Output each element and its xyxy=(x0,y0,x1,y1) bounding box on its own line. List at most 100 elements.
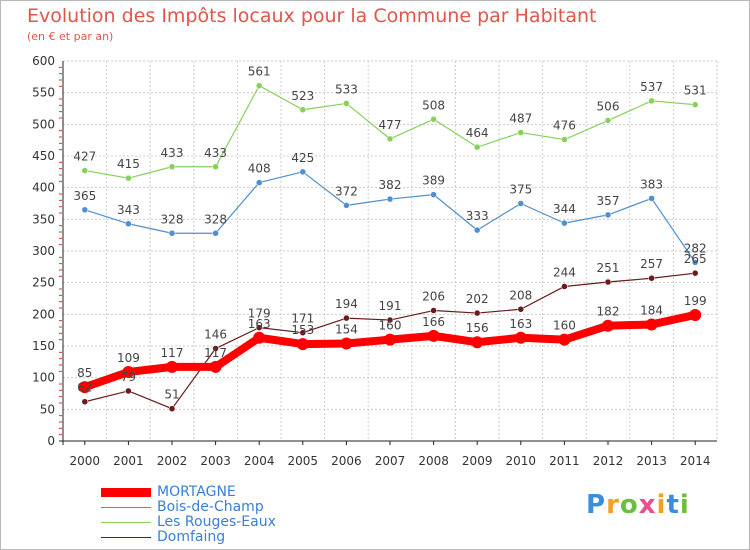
data-label: 166 xyxy=(422,315,445,329)
legend-swatch xyxy=(101,522,151,523)
data-point xyxy=(386,316,394,324)
data-label: 117 xyxy=(161,346,184,360)
data-point xyxy=(602,319,614,332)
x-tick-label: 2013 xyxy=(636,454,667,468)
x-tick-label: 2014 xyxy=(680,454,711,468)
data-label: 415 xyxy=(117,157,140,171)
data-label: 506 xyxy=(597,100,620,114)
legend-swatch xyxy=(101,507,151,508)
chart-subtitle: (en € et par an) xyxy=(27,30,114,43)
x-tick-label: 2010 xyxy=(506,454,537,468)
logo-letter: t xyxy=(666,490,680,520)
data-label: 382 xyxy=(379,178,402,192)
data-point xyxy=(558,333,571,346)
data-point xyxy=(604,278,612,286)
data-point xyxy=(125,220,132,228)
data-point xyxy=(168,163,176,171)
data-point xyxy=(473,226,481,234)
data-point xyxy=(648,274,655,282)
data-label: 171 xyxy=(291,312,314,326)
legend-item: Les Rouges-Eaux xyxy=(101,514,341,530)
data-point xyxy=(81,206,89,214)
data-point xyxy=(299,168,307,176)
logo-letter: o xyxy=(619,490,639,520)
data-point xyxy=(561,136,568,143)
data-label: 537 xyxy=(640,80,663,94)
data-label: 372 xyxy=(335,184,358,198)
data-label: 62 xyxy=(77,381,92,395)
legend-label: Domfaing xyxy=(157,529,226,545)
x-tick-label: 2009 xyxy=(462,454,493,468)
x-tick-label: 2005 xyxy=(288,454,319,468)
y-tick-label: 250 xyxy=(32,276,55,290)
legend-label: Les Rouges-Eaux xyxy=(157,514,276,530)
data-label: 79 xyxy=(121,370,136,384)
x-tick-label: 2007 xyxy=(375,454,406,468)
logo-letter: P xyxy=(586,490,607,520)
y-tick-label: 50 xyxy=(40,402,55,416)
data-label: 182 xyxy=(597,305,620,319)
data-point xyxy=(81,398,89,405)
data-label: 328 xyxy=(161,212,184,226)
legend: MORTAGNE Bois-de-Champ Les Rouges-Eaux Domf… xyxy=(101,484,341,545)
data-label: 146 xyxy=(204,328,227,342)
data-label: 433 xyxy=(204,146,227,160)
data-point xyxy=(299,106,307,114)
data-point xyxy=(473,143,481,151)
y-tick-label: 100 xyxy=(32,371,55,385)
data-point xyxy=(691,259,699,266)
y-tick-label: 400 xyxy=(32,181,55,195)
data-label: 375 xyxy=(509,183,532,197)
logo-letter: x xyxy=(638,490,657,520)
x-tick-label: 2002 xyxy=(157,454,188,468)
data-point xyxy=(343,100,350,107)
data-label: 163 xyxy=(509,317,532,331)
legend-item: MORTAGNE xyxy=(101,484,341,500)
data-point xyxy=(343,202,350,209)
data-point xyxy=(125,174,132,182)
legend-label: MORTAGNE xyxy=(157,484,236,500)
y-tick-label: 200 xyxy=(32,307,55,321)
data-label: 194 xyxy=(335,297,358,311)
data-label: 508 xyxy=(422,98,445,112)
data-point xyxy=(430,116,437,123)
data-point xyxy=(517,306,525,313)
data-label: 202 xyxy=(466,292,489,306)
data-label: 531 xyxy=(684,84,707,98)
data-point xyxy=(386,135,394,143)
data-point xyxy=(689,308,702,321)
data-point xyxy=(471,336,484,349)
x-tick-label: 2006 xyxy=(331,454,362,468)
data-label: 464 xyxy=(466,126,489,140)
data-point xyxy=(517,200,525,207)
data-label: 523 xyxy=(291,89,314,103)
data-label: 265 xyxy=(684,252,707,266)
data-label: 154 xyxy=(335,322,358,336)
data-label: 561 xyxy=(248,65,271,79)
data-label: 251 xyxy=(597,261,620,275)
data-label: 109 xyxy=(117,351,140,365)
data-point xyxy=(166,360,178,373)
data-label: 476 xyxy=(553,119,576,133)
data-point xyxy=(514,331,527,344)
data-point xyxy=(212,163,219,171)
data-label: 244 xyxy=(553,265,576,279)
data-point xyxy=(386,195,394,203)
data-point xyxy=(604,211,612,219)
y-tick-label: 450 xyxy=(32,149,55,163)
y-tick-label: 150 xyxy=(32,339,55,353)
data-point xyxy=(209,360,222,373)
data-point xyxy=(561,283,568,290)
data-label: 163 xyxy=(248,317,271,331)
logo-letter: r xyxy=(606,490,620,520)
logo-letter: i xyxy=(679,490,690,520)
data-point xyxy=(430,191,437,198)
x-tick-label: 2012 xyxy=(593,454,624,468)
x-tick-label: 2003 xyxy=(200,454,231,468)
legend-swatch xyxy=(101,488,151,497)
data-point xyxy=(255,324,263,331)
data-label: 179 xyxy=(248,307,271,321)
data-point xyxy=(212,230,219,237)
data-label: 408 xyxy=(248,162,271,176)
